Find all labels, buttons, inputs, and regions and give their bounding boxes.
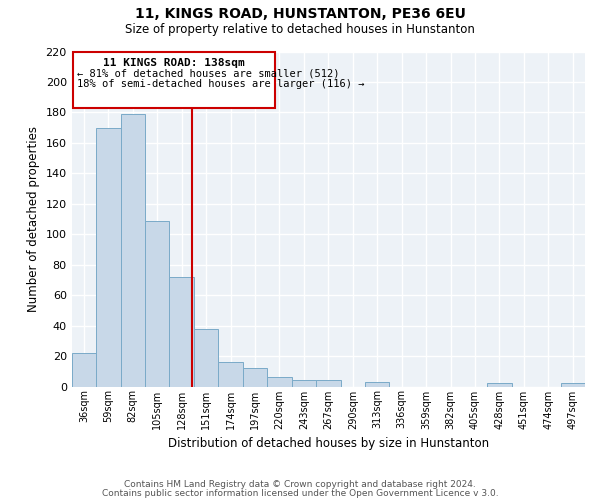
Bar [267, 378, 292, 386]
Bar [292, 380, 316, 386]
Y-axis label: Number of detached properties: Number of detached properties [27, 126, 40, 312]
Text: 11 KINGS ROAD: 138sqm: 11 KINGS ROAD: 138sqm [103, 58, 245, 68]
Text: Contains HM Land Registry data © Crown copyright and database right 2024.: Contains HM Land Registry data © Crown c… [124, 480, 476, 489]
Bar [71, 353, 96, 386]
Bar [243, 368, 267, 386]
Text: 18% of semi-detached houses are larger (116) →: 18% of semi-detached houses are larger (… [77, 79, 364, 89]
Bar [218, 362, 243, 386]
Text: Contains public sector information licensed under the Open Government Licence v : Contains public sector information licen… [101, 489, 499, 498]
Bar [487, 384, 512, 386]
Text: Size of property relative to detached houses in Hunstanton: Size of property relative to detached ho… [125, 22, 475, 36]
Bar [194, 328, 218, 386]
Text: ← 81% of detached houses are smaller (512): ← 81% of detached houses are smaller (51… [77, 68, 339, 78]
X-axis label: Distribution of detached houses by size in Hunstanton: Distribution of detached houses by size … [168, 437, 489, 450]
FancyBboxPatch shape [73, 52, 275, 108]
Bar [365, 382, 389, 386]
Text: 11, KINGS ROAD, HUNSTANTON, PE36 6EU: 11, KINGS ROAD, HUNSTANTON, PE36 6EU [134, 8, 466, 22]
Bar [316, 380, 341, 386]
Bar [121, 114, 145, 386]
Bar [560, 384, 585, 386]
Bar [96, 128, 121, 386]
Bar [169, 277, 194, 386]
Bar [145, 220, 169, 386]
